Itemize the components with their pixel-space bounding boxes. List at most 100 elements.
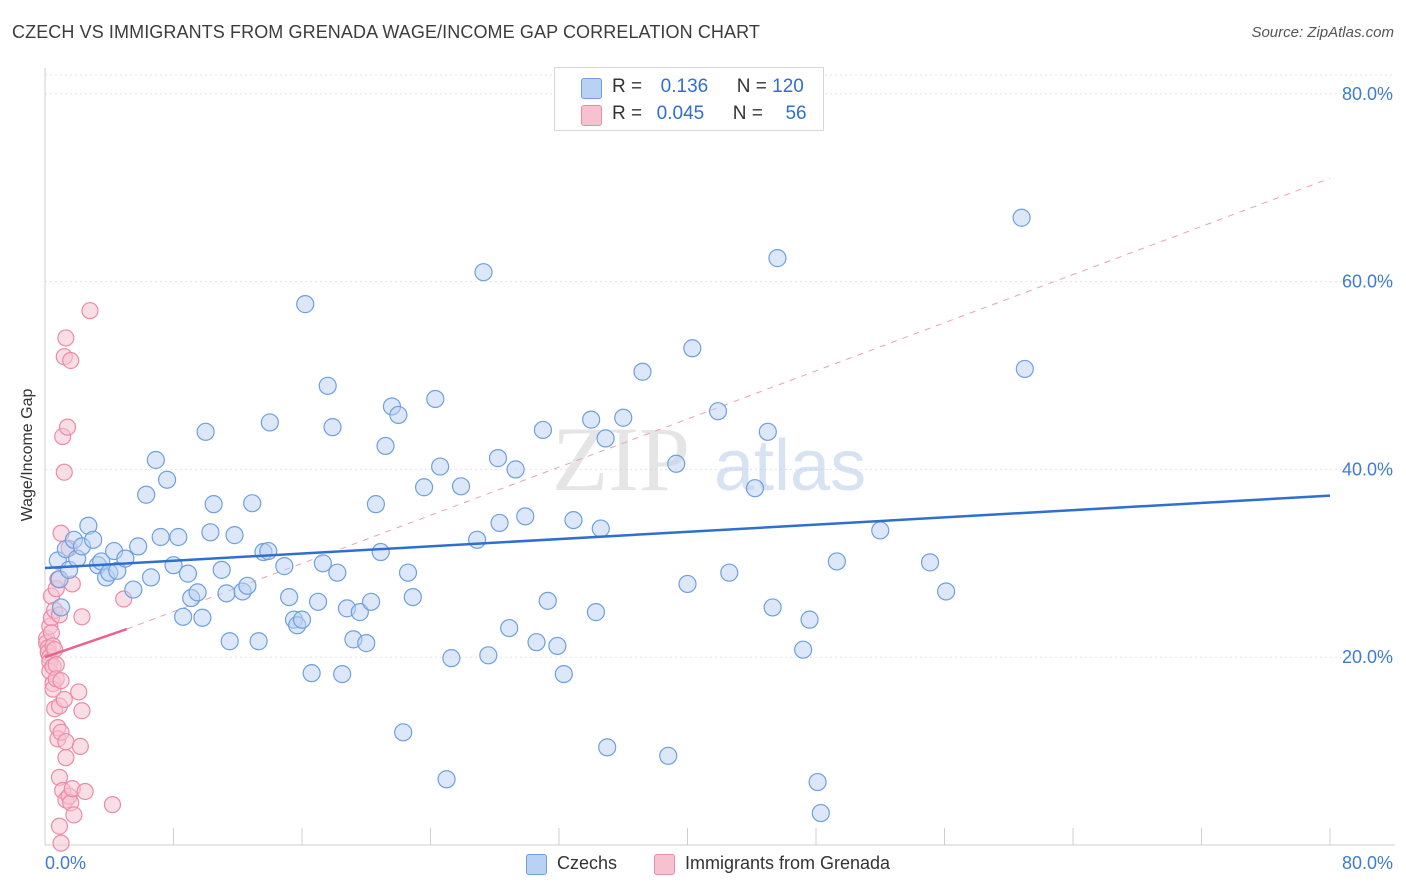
czech-point [1015, 359, 1034, 379]
bottom-legend-label: Czechs [557, 853, 618, 873]
grenada-point [52, 834, 70, 852]
czech-point [614, 408, 633, 427]
czech-point [811, 803, 830, 823]
grid-layer [45, 74, 1395, 658]
czech-point [745, 479, 765, 498]
bottom-legend-swatch-blue [526, 854, 547, 875]
czech-point [328, 563, 347, 582]
legend-swatch-pink [581, 105, 602, 126]
grenada-point [73, 608, 91, 626]
legend-text-grenada: R = 0.045 N = 56 [612, 103, 807, 125]
grenada-point [73, 702, 91, 720]
legend-swatch-blue [581, 78, 602, 99]
trend-layer [126, 177, 1331, 630]
points-layer [38, 208, 1034, 852]
czech-point [533, 420, 553, 440]
watermark: ZIP atlas [552, 408, 866, 510]
grenada-point [57, 329, 75, 347]
czech-point [431, 457, 450, 476]
grenada-point [55, 690, 73, 709]
czech-point [768, 249, 787, 268]
czech-point [280, 587, 299, 607]
czech-point [212, 560, 231, 579]
czech-point [506, 460, 525, 479]
czech-point [398, 563, 418, 582]
czech-point [318, 376, 337, 395]
grenada-trend-extension [126, 177, 1331, 630]
legend-n-label: N = [736, 76, 767, 97]
legend-text-czechs: R = 0.136 N = 120 [612, 76, 804, 98]
czech-point [871, 521, 890, 540]
czech-point [554, 664, 573, 684]
czech-point [350, 603, 369, 622]
czech-point [366, 495, 385, 514]
czech-point [157, 470, 177, 489]
czech-point [548, 636, 567, 656]
czech-point [292, 610, 312, 629]
czech-point [260, 413, 279, 432]
czech-point [488, 449, 508, 468]
czech-point [174, 607, 193, 626]
stats-legend: R = 0.136 N = 120 R = 0.045 N = 56 [554, 67, 824, 131]
czech-point [591, 519, 610, 538]
czech-point [259, 541, 278, 561]
czech-point [188, 583, 207, 602]
czech-point [238, 576, 257, 595]
czech-point [659, 746, 678, 765]
axes-layer [44, 68, 1395, 846]
czech-point [451, 477, 471, 496]
grenada-point [103, 796, 122, 814]
legend-r-label: R = [612, 103, 643, 124]
czech-point [225, 526, 244, 545]
czech-point [720, 563, 739, 582]
czech-point [598, 738, 617, 757]
czech-point [920, 553, 940, 572]
czech-point [313, 554, 332, 573]
czech-point [249, 632, 268, 651]
czech-point [141, 568, 161, 587]
legend-r-value: 0.136 [660, 76, 709, 97]
czech-point [582, 410, 601, 429]
czech-point [376, 436, 395, 456]
czech-point [193, 608, 212, 627]
grenada-point [70, 683, 88, 701]
czech-point [323, 418, 342, 437]
czech-point [178, 564, 198, 583]
grenada-point [81, 302, 99, 320]
czech-point [220, 632, 239, 651]
grenada-point [57, 733, 75, 751]
czech-point [371, 542, 390, 562]
czech-point [527, 633, 546, 652]
czech-point [763, 598, 782, 617]
chart-title: CZECH VS IMMIGRANTS FROM GRENADA WAGE/IN… [12, 22, 761, 42]
tick-label-layer: 20.0% 40.0% 60.0% 80.0% 0.0% 80.0% [45, 84, 1393, 873]
czech-point [437, 770, 456, 789]
x-tick-label: 80.0% [1342, 853, 1393, 873]
czech-point [124, 580, 143, 599]
legend-r-value: 0.045 [656, 103, 705, 124]
czech-point [937, 582, 956, 601]
czech-point [426, 389, 445, 409]
grenada-point [65, 806, 83, 824]
grenada-point [71, 737, 89, 756]
czech-point [308, 592, 328, 611]
legend-n-value: 120 [772, 76, 804, 97]
czech-point [357, 634, 376, 653]
czech-point [403, 587, 422, 607]
czech-point [586, 603, 606, 622]
czech-point [490, 513, 509, 533]
czech-point [678, 574, 697, 594]
czech-point [794, 640, 813, 659]
czech-point [474, 263, 493, 282]
czech-point [51, 598, 71, 617]
x-tick-label: 0.0% [45, 853, 86, 873]
y-tick-label: 60.0% [1342, 272, 1393, 292]
y-tick-label: 80.0% [1342, 84, 1393, 104]
czech-point [204, 495, 223, 514]
czech-point [296, 295, 315, 314]
czech-point [169, 527, 188, 547]
grenada-point [50, 817, 69, 835]
czech-point [800, 610, 819, 629]
czech-point [196, 422, 215, 441]
